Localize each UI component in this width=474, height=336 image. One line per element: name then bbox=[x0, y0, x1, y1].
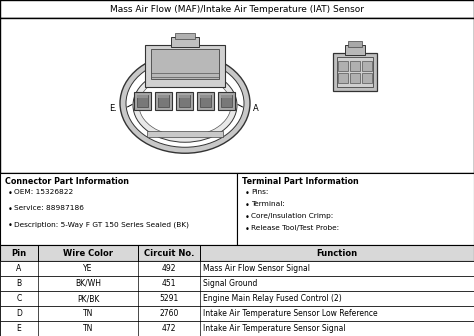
Bar bbox=[333, 53, 377, 91]
Bar bbox=[345, 45, 365, 55]
Bar bbox=[180, 95, 191, 107]
Text: Description: 5-Way F GT 150 Series Sealed (BK): Description: 5-Way F GT 150 Series Seale… bbox=[14, 221, 189, 227]
Text: TN: TN bbox=[83, 324, 93, 333]
Text: E.: E. bbox=[109, 104, 117, 113]
Text: Circuit No.: Circuit No. bbox=[144, 249, 194, 257]
Bar bbox=[350, 61, 360, 71]
Text: Wire Color: Wire Color bbox=[63, 249, 113, 257]
Text: 472: 472 bbox=[162, 324, 176, 333]
Text: Pins:: Pins: bbox=[251, 189, 268, 195]
Text: TN: TN bbox=[83, 309, 93, 318]
Text: •: • bbox=[8, 205, 12, 214]
Bar bbox=[171, 37, 199, 47]
Text: •: • bbox=[245, 189, 249, 198]
Text: Core/Insulation Crimp:: Core/Insulation Crimp: bbox=[251, 213, 333, 219]
Bar bbox=[151, 49, 219, 79]
Text: E: E bbox=[17, 324, 21, 333]
Text: Intake Air Temperature Sensor Low Reference: Intake Air Temperature Sensor Low Refere… bbox=[203, 309, 378, 318]
Bar bbox=[219, 92, 236, 110]
Bar bbox=[221, 95, 233, 107]
Bar bbox=[145, 45, 225, 87]
Text: A: A bbox=[253, 104, 259, 113]
Bar bbox=[180, 95, 191, 98]
Text: Terminal Part Information: Terminal Part Information bbox=[242, 177, 359, 186]
Bar bbox=[137, 95, 148, 107]
Bar bbox=[0, 0, 474, 18]
Text: 451: 451 bbox=[162, 279, 176, 288]
Text: Service: 88987186: Service: 88987186 bbox=[14, 205, 84, 211]
Bar bbox=[201, 95, 211, 107]
Text: •: • bbox=[8, 221, 12, 230]
Bar bbox=[348, 41, 362, 47]
Bar bbox=[0, 276, 474, 291]
Text: C: C bbox=[17, 294, 22, 303]
Text: Connector Part Information: Connector Part Information bbox=[5, 177, 129, 186]
Bar bbox=[0, 173, 237, 245]
Text: Mass Air Flow (MAF)/Intake Air Temperature (IAT) Sensor: Mass Air Flow (MAF)/Intake Air Temperatu… bbox=[110, 4, 364, 13]
Bar bbox=[135, 92, 152, 110]
Ellipse shape bbox=[133, 68, 237, 142]
Ellipse shape bbox=[126, 59, 244, 147]
Text: D: D bbox=[16, 309, 22, 318]
Text: Intake Air Temperature Sensor Signal: Intake Air Temperature Sensor Signal bbox=[203, 324, 346, 333]
Bar bbox=[155, 92, 173, 110]
Bar bbox=[338, 73, 348, 83]
Text: Pin: Pin bbox=[11, 249, 27, 257]
Text: •: • bbox=[245, 201, 249, 210]
Bar bbox=[0, 261, 474, 276]
Text: BK/WH: BK/WH bbox=[75, 279, 101, 288]
Ellipse shape bbox=[120, 53, 250, 153]
Text: Terminal:: Terminal: bbox=[251, 201, 285, 207]
Bar bbox=[0, 245, 474, 261]
Bar bbox=[198, 92, 215, 110]
Bar bbox=[0, 306, 474, 321]
Bar bbox=[237, 173, 474, 245]
Bar bbox=[158, 95, 170, 107]
Bar bbox=[201, 95, 211, 98]
Text: Signal Ground: Signal Ground bbox=[203, 279, 257, 288]
Ellipse shape bbox=[139, 74, 231, 136]
Bar bbox=[337, 57, 373, 87]
Text: PK/BK: PK/BK bbox=[77, 294, 99, 303]
Text: •: • bbox=[245, 225, 249, 234]
Bar bbox=[0, 321, 474, 336]
Text: OEM: 15326822: OEM: 15326822 bbox=[14, 189, 73, 195]
Text: B: B bbox=[17, 279, 21, 288]
Text: 2760: 2760 bbox=[159, 309, 179, 318]
Bar bbox=[0, 291, 474, 306]
Bar bbox=[176, 92, 193, 110]
Bar bbox=[362, 73, 372, 83]
Bar bbox=[221, 95, 233, 98]
Text: 492: 492 bbox=[162, 264, 176, 273]
Bar bbox=[350, 73, 360, 83]
Bar bbox=[0, 18, 474, 173]
Bar bbox=[147, 131, 223, 137]
Text: Mass Air Flow Sensor Signal: Mass Air Flow Sensor Signal bbox=[203, 264, 310, 273]
Bar bbox=[338, 61, 348, 71]
Bar bbox=[362, 61, 372, 71]
Text: •: • bbox=[8, 189, 12, 198]
Text: A: A bbox=[17, 264, 22, 273]
Bar bbox=[137, 95, 148, 98]
Text: Release Tool/Test Probe:: Release Tool/Test Probe: bbox=[251, 225, 339, 231]
Text: YE: YE bbox=[83, 264, 93, 273]
Text: Engine Main Relay Fused Control (2): Engine Main Relay Fused Control (2) bbox=[203, 294, 342, 303]
Text: 5291: 5291 bbox=[159, 294, 179, 303]
Bar bbox=[158, 95, 170, 98]
Text: •: • bbox=[245, 213, 249, 222]
Text: Function: Function bbox=[317, 249, 357, 257]
Bar bbox=[175, 33, 195, 39]
